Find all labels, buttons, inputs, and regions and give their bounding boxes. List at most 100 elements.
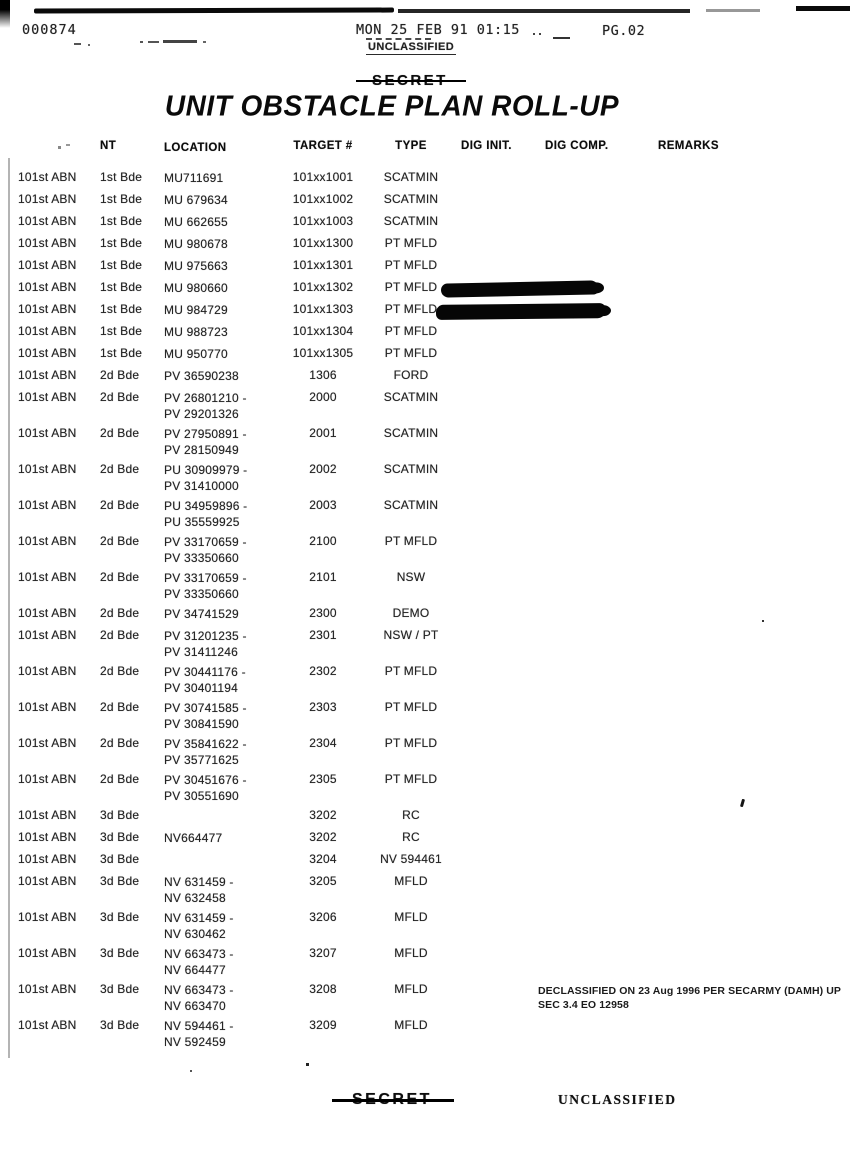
scan-dash	[148, 41, 159, 43]
target-number-cell: 3209	[309, 1018, 337, 1032]
table-row: 101st ABN 2d Bde PV 34741529 2300 DEMO	[0, 606, 850, 628]
location-cell: PV 30451676 - PV 30551690	[164, 772, 285, 804]
scan-speck	[306, 1063, 309, 1066]
table-row: 101st ABN 1st Bde MU 980660 101xx1302 PT…	[0, 280, 850, 302]
obstacle-type-cell: SCATMIN	[383, 170, 439, 184]
location-cell: PV 34741529	[164, 606, 285, 622]
table-row: 101st ABN 3d Bde 3204 NV 594461	[0, 852, 850, 874]
location-line2: PV 30551690	[164, 789, 239, 803]
target-number-cell: 3207	[309, 946, 337, 960]
location-line1: NV 631459 -	[164, 911, 234, 925]
table-row: 101st ABN 3d Bde NV664477 3202 RC	[0, 830, 850, 852]
target-number-cell: 2300	[309, 606, 337, 620]
location-line1: PV 26801210 -	[164, 391, 247, 405]
table-row: 101st ABN 3d Bde NV 631459 - NV 630462 3…	[0, 910, 850, 946]
unit-cell: 101st ABN	[18, 170, 77, 184]
table-row: 101st ABN 1st Bde MU 988723 101xx1304 PT…	[0, 324, 850, 346]
table-row: 101st ABN 1st Bde MU 975663 101xx1301 PT…	[0, 258, 850, 280]
unit-cell: 101st ABN	[18, 236, 77, 250]
obstacle-type-cell: PT MFLD	[384, 302, 438, 316]
unit-cell: 101st ABN	[18, 192, 77, 206]
col-header-remarks: REMARKS	[658, 140, 719, 152]
declassification-note-line2: SEC 3.4 EO 12958	[538, 998, 629, 1011]
obstacle-type-cell: RC	[402, 830, 420, 844]
scan-speck	[66, 144, 70, 146]
location-line1: PV 33170659 -	[164, 535, 247, 549]
location-line2: PV 33350660	[164, 587, 239, 601]
table-row: 101st ABN 3d Bde 3202 RC	[0, 808, 850, 830]
unit-cell: 101st ABN	[18, 1018, 77, 1032]
location-line2: PV 29201326	[164, 407, 239, 421]
brigade-cell: 2d Bde	[100, 700, 140, 714]
obstacle-type-cell: FORD	[393, 368, 429, 382]
brigade-cell: 2d Bde	[100, 390, 140, 404]
location-line2: NV 592459	[164, 1035, 226, 1049]
location-cell: NV 631459 - NV 632458	[164, 874, 285, 906]
brigade-cell: 1st Bde	[100, 346, 143, 360]
unit-cell: 101st ABN	[18, 830, 77, 844]
location-cell: NV 594461 - NV 592459	[164, 1018, 285, 1050]
obstacle-type-cell: MFLD	[394, 874, 428, 888]
location-cell: MU 984729	[164, 302, 285, 318]
obstacle-type-cell: SCATMIN	[383, 426, 439, 440]
target-number-cell: 101xx1300	[292, 236, 354, 250]
brigade-cell: 1st Bde	[100, 192, 143, 206]
brigade-cell: 2d Bde	[100, 736, 140, 750]
location-line1: PU 34959896 -	[164, 499, 248, 513]
location-line1: MU 984729	[164, 303, 228, 317]
declassification-note: DECLASSIFIED ON 23 Aug 1996 PER SECARMY …	[538, 985, 850, 1012]
location-cell: MU 980660	[164, 280, 285, 296]
location-line2: NV 630462	[164, 927, 226, 941]
table-row: 101st ABN 1st Bde MU 662655 101xx1003 SC…	[0, 214, 850, 236]
obstacle-type-cell: SCATMIN	[383, 462, 439, 476]
location-cell: MU711691	[164, 170, 285, 186]
scan-left-rule	[8, 158, 10, 1058]
location-cell: PV 33170659 - PV 33350660	[164, 534, 285, 566]
declassification-note-line1: DECLASSIFIED ON 23 Aug 1996 PER SECARMY …	[538, 985, 842, 997]
target-number-cell: 2302	[309, 664, 337, 678]
brigade-cell: 1st Bde	[100, 170, 143, 184]
obstacle-type-cell: RC	[402, 808, 420, 822]
target-number-cell: 2002	[309, 462, 337, 476]
location-line1: NV 663473 -	[164, 947, 234, 961]
location-line1: MU 679634	[164, 193, 228, 207]
location-line1: MU711691	[164, 171, 224, 185]
location-cell: MU 950770	[164, 346, 285, 362]
target-number-cell: 2100	[309, 534, 337, 548]
location-cell: PV 30741585 - PV 30841590	[164, 700, 285, 732]
location-line1: PV 33170659 -	[164, 571, 247, 585]
col-header-unit: NT	[100, 140, 117, 152]
brigade-cell: 2d Bde	[100, 664, 140, 678]
target-number-cell: 3206	[309, 910, 337, 924]
brigade-cell: 1st Bde	[100, 258, 143, 272]
header-page-number: PG.02	[602, 23, 646, 39]
scan-dash	[163, 40, 197, 43]
table-row: 101st ABN 2d Bde PV 27950891 - PV 281509…	[0, 426, 850, 462]
table-row: 101st ABN 2d Bde PU 30909979 - PV 314100…	[0, 462, 850, 498]
obstacle-type-cell: MFLD	[394, 1018, 428, 1032]
location-line2: PV 30841590	[164, 717, 239, 731]
target-number-cell: 101xx1304	[292, 324, 354, 338]
target-number-cell: 3202	[309, 830, 337, 844]
redaction-bar	[440, 280, 600, 298]
unit-cell: 101st ABN	[18, 736, 77, 750]
table-row: 101st ABN 2d Bde PV 30451676 - PV 305516…	[0, 772, 850, 808]
scan-dash	[74, 43, 81, 45]
location-line1: MU 662655	[164, 215, 228, 229]
location-line2: PV 35771625	[164, 753, 239, 767]
brigade-cell: 3d Bde	[100, 1018, 140, 1032]
table-row: 101st ABN 2d Bde PV 30441176 - PV 304011…	[0, 664, 850, 700]
location-cell: MU 975663	[164, 258, 285, 274]
unit-cell: 101st ABN	[18, 772, 77, 786]
scan-dash	[203, 41, 206, 43]
obstacle-type-cell: MFLD	[394, 982, 428, 996]
col-header-location: LOCATION	[164, 142, 227, 154]
scan-dot	[539, 33, 541, 35]
location-cell: PV 33170659 - PV 33350660	[164, 570, 285, 602]
col-header-unit-faded	[18, 140, 100, 156]
unit-cell: 101st ABN	[18, 534, 77, 548]
obstacle-table: 101st ABN 1st Bde MU711691 101xx1001 SCA…	[0, 170, 850, 1054]
obstacle-type-cell: PT MFLD	[384, 324, 438, 338]
scan-streak	[33, 7, 395, 14]
location-line1: PU 30909979 -	[164, 463, 248, 477]
